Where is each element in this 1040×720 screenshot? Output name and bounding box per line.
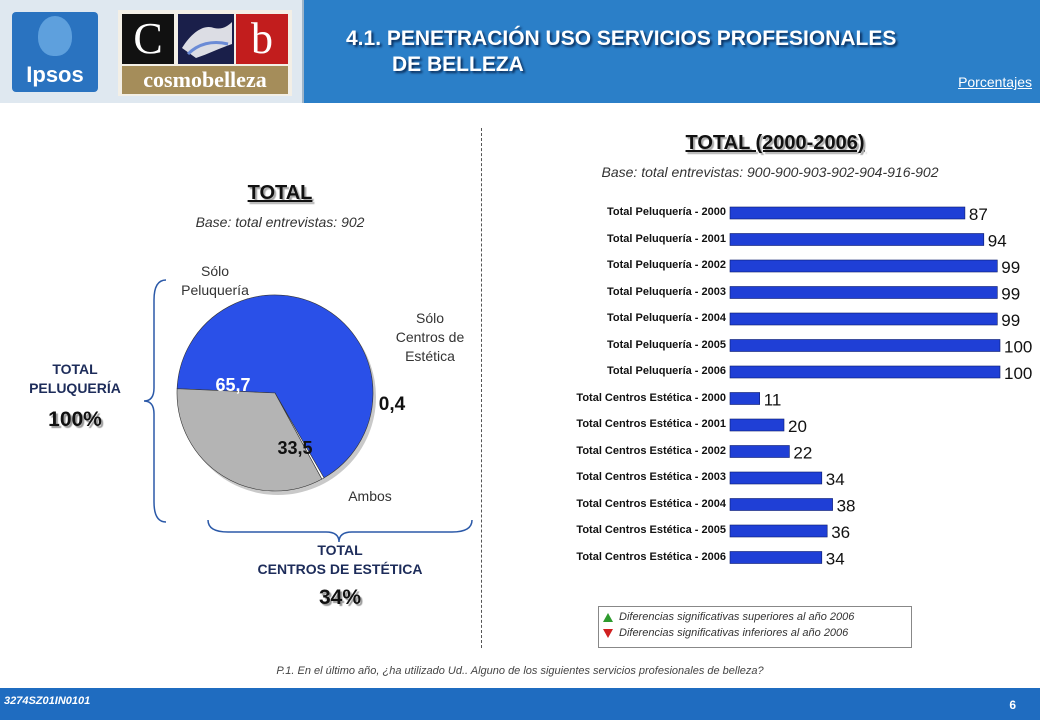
bar xyxy=(729,206,966,220)
bar-category-label: Total Centros Estética - 2000 xyxy=(576,391,726,404)
legend-down-text: Diferencias significativas inferiores al… xyxy=(619,627,849,639)
ipsos-face-icon xyxy=(38,16,72,56)
bar-category-label: Total Peluquería - 2000 xyxy=(606,206,726,218)
bar xyxy=(729,339,1001,352)
unit-label: Porcentajes xyxy=(958,74,1032,90)
bar-category-label: Total Centros Estética - 2004 xyxy=(576,497,726,510)
bar xyxy=(729,312,998,326)
label-solo-peluqueria: Sólo Peluquería xyxy=(160,262,270,300)
bar xyxy=(729,259,998,273)
bar-category-label: Total Centros Estética - 2002 xyxy=(576,444,726,457)
footer-code: 3274SZ01IN0101 xyxy=(4,695,91,707)
bar-category-label: Total Peluquería - 2004 xyxy=(606,312,726,324)
legend-down-row: Diferencias significativas inferiores al… xyxy=(603,627,848,639)
total-peluqueria-label: TOTAL PELUQUERÍA xyxy=(20,360,130,398)
cb-logo-c: C xyxy=(122,14,174,64)
logo-panel: Ipsos C b cosmobelleza xyxy=(0,0,304,103)
bar xyxy=(729,233,985,246)
bar-value-label: 99 xyxy=(1001,285,1020,304)
ipsos-logo-text: Ipsos xyxy=(26,62,84,87)
section-divider xyxy=(481,128,482,648)
cb-logo-b: b xyxy=(236,14,288,64)
bar xyxy=(729,498,833,511)
page-title-line1: 4.1. PENETRACIÓN USO SERVICIOS PROFESION… xyxy=(346,27,897,50)
pie-value-label-1: 0,4 xyxy=(379,394,406,415)
total-peluqueria-pct: 100% xyxy=(48,408,102,431)
bar-value-label: 100 xyxy=(1004,364,1032,383)
total-centros-line1: TOTAL xyxy=(317,542,363,558)
bar-category-label: Total Centros Estética - 2005 xyxy=(576,524,726,536)
bar xyxy=(729,286,998,299)
question-text: P.1. En el último año, ¿ha utilizado Ud.… xyxy=(276,665,764,677)
bar xyxy=(729,445,790,458)
label-solo-centros-line1: Sólo xyxy=(415,310,445,326)
label-solo-peluqueria-line1: Sólo xyxy=(200,263,230,279)
peluqueria-bracket xyxy=(143,279,167,523)
legend-up-text: Diferencias significativas superiores al… xyxy=(619,611,855,623)
total-centros-label: TOTAL CENTROS DE ESTÉTICA xyxy=(200,541,480,579)
legend-box: Diferencias significativas superiores al… xyxy=(598,606,912,648)
triangle-down-icon xyxy=(603,628,613,638)
bar-value-label: 94 xyxy=(988,232,1007,251)
total-centros-line2: CENTROS DE ESTÉTICA xyxy=(257,561,423,577)
cosmobelleza-logo: C b cosmobelleza xyxy=(118,10,292,96)
bar xyxy=(729,418,785,432)
bar-value-label: 20 xyxy=(788,417,807,436)
page-title: 4.1. PENETRACIÓN USO SERVICIOS PROFESION… xyxy=(346,26,1026,78)
total-peluqueria-line1: TOTAL xyxy=(52,361,98,377)
bar-category-label: Total Peluquería - 2001 xyxy=(606,232,726,245)
left-section-base: Base: total entrevistas: 902 xyxy=(195,214,365,230)
bar-category-label: Total Peluquería - 2003 xyxy=(606,285,726,298)
triangle-up-icon xyxy=(603,612,613,622)
bar-value-label: 38 xyxy=(837,497,856,516)
bar xyxy=(729,471,823,485)
bar xyxy=(729,392,761,405)
bar-value-label: 34 xyxy=(826,550,845,569)
bar-value-label: 99 xyxy=(1001,311,1020,330)
bar-category-label: Total Centros Estética - 2006 xyxy=(576,550,726,563)
bar-category-label: Total Centros Estética - 2003 xyxy=(576,471,726,483)
page-number: 6 xyxy=(1009,698,1016,712)
bar-category-label: Total Peluquería - 2002 xyxy=(606,259,726,271)
label-ambos: Ambos xyxy=(348,488,392,504)
bar-value-label: 99 xyxy=(1001,258,1020,277)
footer-bar xyxy=(0,688,1040,720)
bar-category-label: Total Centros Estética - 2001 xyxy=(576,418,726,430)
bar xyxy=(729,524,828,538)
total-peluqueria-line2: PELUQUERÍA xyxy=(29,380,121,396)
bar-category-label: Total Peluquería - 2005 xyxy=(606,338,726,351)
total-centros-pct: 34% xyxy=(318,586,362,609)
pie-slice-2 xyxy=(176,388,323,492)
bar-category-label: Total Peluquería - 2006 xyxy=(606,365,726,377)
bar-value-label: 36 xyxy=(831,523,850,542)
label-solo-peluqueria-line2: Peluquería xyxy=(181,282,249,298)
right-section-base: Base: total entrevistas: 900-900-903-902… xyxy=(601,164,939,180)
pie-chart: 65,7 0,4 33,5 xyxy=(176,294,406,495)
label-solo-centros-line2: Centros de xyxy=(395,329,465,345)
right-section-title: TOTAL (2000-2006) xyxy=(685,132,865,154)
label-solo-centros-line3: Estética xyxy=(405,348,455,364)
pie-value-label-0: 65,7 xyxy=(215,375,250,395)
pie-value-label-2: 33,5 xyxy=(277,438,312,458)
legend-up-row: Diferencias significativas superiores al… xyxy=(603,611,854,623)
bar xyxy=(729,365,1001,379)
bar-value-label: 11 xyxy=(764,391,782,410)
bar-value-label: 22 xyxy=(793,444,812,463)
bar-value-label: 34 xyxy=(826,470,845,489)
bar xyxy=(729,551,823,564)
bar-value-label: 87 xyxy=(969,205,988,224)
ipsos-logo: Ipsos xyxy=(12,12,98,92)
pie-slice-0 xyxy=(176,294,374,479)
label-solo-centros: Sólo Centros de Estética xyxy=(380,309,480,366)
bar-value-label: 100 xyxy=(1004,338,1032,357)
page-title-line2: DE BELLEZA xyxy=(392,53,524,76)
cb-logo-figure-icon xyxy=(178,14,234,64)
left-section-title: TOTAL xyxy=(247,182,313,204)
centros-bracket xyxy=(207,519,473,543)
cb-logo-word: cosmobelleza xyxy=(122,66,288,94)
